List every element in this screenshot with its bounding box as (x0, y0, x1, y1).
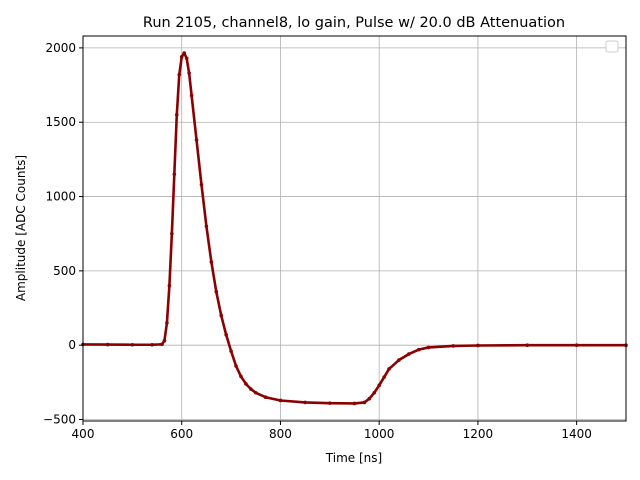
data-point (253, 390, 258, 395)
data-point (372, 390, 377, 395)
data-point (234, 364, 238, 368)
data-series (81, 51, 628, 406)
data-point (328, 401, 332, 405)
data-point (426, 345, 431, 350)
data-point (199, 182, 204, 187)
data-point (184, 56, 189, 61)
grid-lines (82, 36, 626, 421)
data-point (416, 347, 421, 352)
data-point (367, 396, 372, 401)
data-point (352, 401, 357, 406)
data-point (150, 342, 154, 347)
y-tick-label: 0 (68, 338, 76, 352)
y-tick-label: 2000 (45, 41, 76, 55)
y-tick-label: −500 (43, 413, 76, 427)
data-point (105, 342, 110, 347)
x-tick-label: 400 (72, 427, 95, 441)
data-point (167, 283, 172, 288)
data-point (194, 138, 199, 142)
data-point (182, 51, 186, 55)
data-point (160, 342, 164, 347)
data-point (397, 358, 401, 362)
data-point (303, 400, 307, 405)
data-point (179, 55, 184, 59)
data-point (525, 343, 530, 347)
data-point (377, 383, 381, 388)
data-point (219, 313, 224, 318)
data-point (263, 395, 268, 400)
data-point (177, 72, 182, 77)
data-point (214, 289, 219, 294)
chart-title: Run 2105, channel8, lo gain, Pulse w/ 20… (143, 15, 565, 31)
plot-frame (82, 35, 627, 422)
x-tick-label: 800 (269, 427, 292, 441)
data-point (574, 343, 579, 347)
data-point (224, 332, 228, 337)
legend-box (605, 40, 619, 53)
data-point (249, 387, 253, 391)
x-axis-label: Time [ns] (325, 451, 382, 465)
data-point (229, 349, 233, 353)
x-tick-label: 1000 (364, 427, 395, 441)
y-tick-label: 500 (53, 264, 76, 278)
y-axis-ticks: −500 0 500 1000 1500 2000 (43, 41, 83, 427)
data-point (170, 231, 174, 236)
x-tick-label: 600 (170, 427, 193, 441)
data-point (278, 398, 283, 403)
data-point (244, 382, 248, 386)
data-point (362, 400, 367, 405)
data-point (209, 260, 214, 264)
x-axis-ticks: 400 600 800 1000 1200 1400 (72, 421, 592, 441)
y-axis-label: Amplitude [ADC Counts] (14, 155, 28, 301)
x-tick-label: 1400 (561, 427, 592, 441)
data-point (174, 112, 179, 117)
data-point (382, 375, 386, 379)
data-point (476, 343, 480, 348)
data-point (204, 224, 209, 229)
data-point (130, 342, 135, 347)
data-point (187, 71, 191, 75)
data-point (239, 374, 243, 379)
data-point (387, 367, 391, 371)
data-point (189, 93, 194, 98)
series-trace (82, 51, 626, 405)
data-point (162, 338, 167, 343)
y-tick-label: 1000 (45, 190, 76, 204)
y-tick-label: 1500 (45, 115, 76, 129)
data-point (172, 172, 177, 177)
data-point (165, 321, 169, 325)
x-tick-label: 1200 (463, 427, 494, 441)
data-point (407, 352, 411, 356)
data-point (451, 344, 456, 348)
